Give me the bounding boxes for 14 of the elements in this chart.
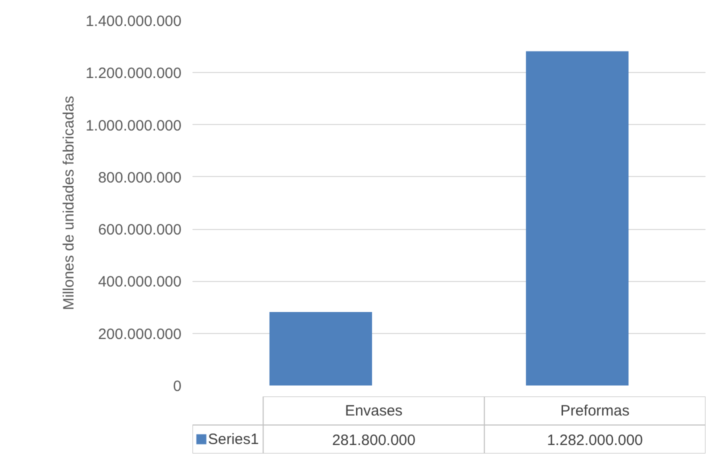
x-tick-label: Envases <box>345 402 403 420</box>
y-tick-label: 200.000.000 <box>98 326 182 343</box>
y-tick-label: 1.400.000.000 <box>86 13 182 30</box>
x-tick-label: Preformas <box>560 402 630 420</box>
legend-label: Series1 <box>208 430 259 448</box>
y-tick-label: 1.200.000.000 <box>86 65 182 82</box>
y-tick-label: 600.000.000 <box>98 222 182 239</box>
y-tick-label: 400.000.000 <box>98 274 182 291</box>
y-axis-title: Millones de unidades fabricadas <box>60 96 78 310</box>
data-label: 281.800.000 <box>332 432 416 449</box>
y-tick-label: 1.000.000.000 <box>86 117 182 134</box>
y-tick-label: 0 <box>173 378 182 395</box>
data-label: 1.282.000.000 <box>546 432 643 449</box>
y-tick-label: 800.000.000 <box>98 169 182 186</box>
